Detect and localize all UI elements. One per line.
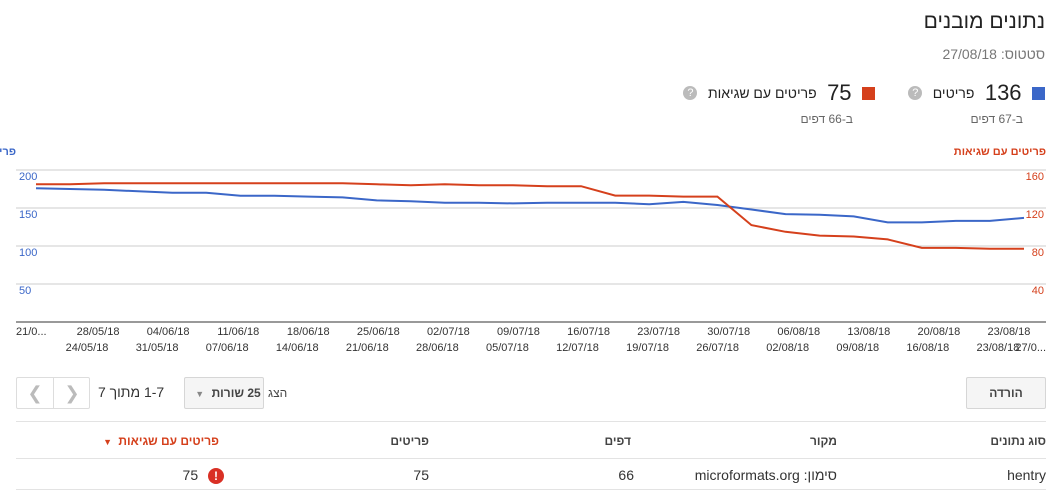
x-tick-label: 27/0... [1015,342,1046,354]
structured-data-chart: פריטים פריטים עם שגיאות 200 150 100 50 160 12… [0,146,1046,354]
left-tick-label: 100 [19,247,37,259]
x-tick-label: 09/08/18 [836,342,879,354]
items-count: 136 [984,80,1022,105]
items-color-swatch [1032,86,1045,100]
right-tick-label: 160 [1026,171,1044,183]
table-top-divider [16,421,1046,422]
help-icon[interactable]: ? [683,86,698,100]
help-icon[interactable]: ? [908,86,923,100]
errors-series-line [36,182,1024,250]
status-date: סטטוס: 27/08/18 [942,46,1045,62]
column-header-errors[interactable]: פריטים עם שגיאות ▼ [103,434,219,448]
x-tick-label: 02/08/18 [766,342,809,354]
rows-per-page-value: 25 שורות [211,386,261,400]
items-pages: ב-67 דפים [970,112,1023,126]
right-tick-label: 80 [1032,247,1044,259]
x-tick-label: 13/08/18 [847,326,890,338]
rows-per-page-select[interactable]: 25 שורות ▼ [184,377,264,409]
column-header-items[interactable]: פריטים [390,434,429,448]
x-tick-label: 23/08/18 [977,342,1020,354]
chevron-left-icon[interactable]: ❮ [17,378,54,408]
errors-pages: ב-66 דפים [800,112,853,126]
x-tick-label: 19/07/18 [626,342,669,354]
show-label: הצג [268,386,288,400]
left-axis-label: פריטים [0,146,16,158]
x-tick-label: 23/08/18 [988,326,1031,338]
column-header-type[interactable]: סוג נתונים [990,434,1046,448]
x-tick-label: 04/06/18 [147,326,190,338]
x-tick-label: 16/08/18 [906,342,949,354]
x-tick-label: 23/07/18 [637,326,680,338]
x-tick-label: 02/07/18 [427,326,470,338]
x-tick-label: 28/05/18 [77,326,120,338]
pagination-range: 1-7 מתוך 7 [98,384,165,400]
chart-series [35,182,1025,250]
x-tick-label: 11/06/18 [217,326,259,338]
items-series-line [35,187,1025,224]
left-tick-label: 50 [19,285,31,297]
errors-count: 75 [827,80,852,105]
right-tick-label: 120 [1026,209,1044,221]
table-header-divider [16,458,1046,459]
x-tick-label: 31/05/18 [136,342,179,354]
cell-source: סימון: microformats.org [694,467,837,483]
x-tick-label: 18/06/18 [287,326,330,338]
chart-tick-labels: 200 150 100 50 160 120 80 40 [19,171,1044,297]
items-label: פריטים [932,85,975,101]
column-header-errors-label: פריטים עם שגיאות [118,434,219,448]
x-tick-label: 16/07/18 [567,326,610,338]
items-metric[interactable]: 136 פריטים ? ב-67 דפים [908,80,1045,126]
x-tick-label: 09/07/18 [497,326,540,338]
x-tick-label: 14/06/18 [276,342,319,354]
left-tick-label: 200 [19,171,37,183]
errors-color-swatch [862,86,875,100]
chart-grid [16,169,1046,323]
errors-metric[interactable]: 75 פריטים עם שגיאות ? ב-66 דפים [683,80,875,126]
errors-label: פריטים עם שגיאות [707,85,817,101]
chart-x-labels: 21/0... 28/05/18 04/06/18 11/06/18 18/06/18 2… [16,326,1046,354]
x-tick-label: 28/06/18 [416,342,459,354]
x-tick-label: 21/06/18 [346,342,389,354]
cell-type: hentry [1007,467,1046,483]
table-row-divider [16,489,1046,490]
right-tick-label: 40 [1032,285,1044,297]
x-tick-label: 26/07/18 [696,342,739,354]
cell-errors: ! 75 [182,467,224,485]
x-tick-label: 07/06/18 [206,342,249,354]
cell-pages: 66 [618,467,634,483]
chevron-right-icon[interactable]: ❯ [64,383,80,403]
x-tick-label: 30/07/18 [707,326,750,338]
x-tick-label: 06/08/18 [777,326,820,338]
column-header-source[interactable]: מקור [810,434,837,448]
page-title: נתונים מובנים [923,10,1045,33]
x-tick-label: 25/06/18 [357,326,400,338]
x-tick-label: 21/0... [16,326,47,338]
right-axis-label: פריטים עם שגיאות [954,146,1046,158]
pagination: ❮ ❯ [16,377,90,409]
x-tick-label: 05/07/18 [486,342,529,354]
left-tick-label: 150 [19,209,37,221]
dropdown-arrow-icon: ▼ [195,389,205,399]
cell-errors-value: 75 [182,467,199,483]
x-tick-label: 12/07/18 [556,342,599,354]
x-tick-label: 24/05/18 [66,342,109,354]
sort-down-icon: ▼ [103,437,113,447]
x-tick-label: 20/08/18 [917,326,960,338]
error-icon: ! [208,468,224,485]
cell-items: 75 [413,467,429,483]
download-button[interactable]: הורדה [966,377,1046,409]
column-header-pages[interactable]: דפים [604,434,631,448]
